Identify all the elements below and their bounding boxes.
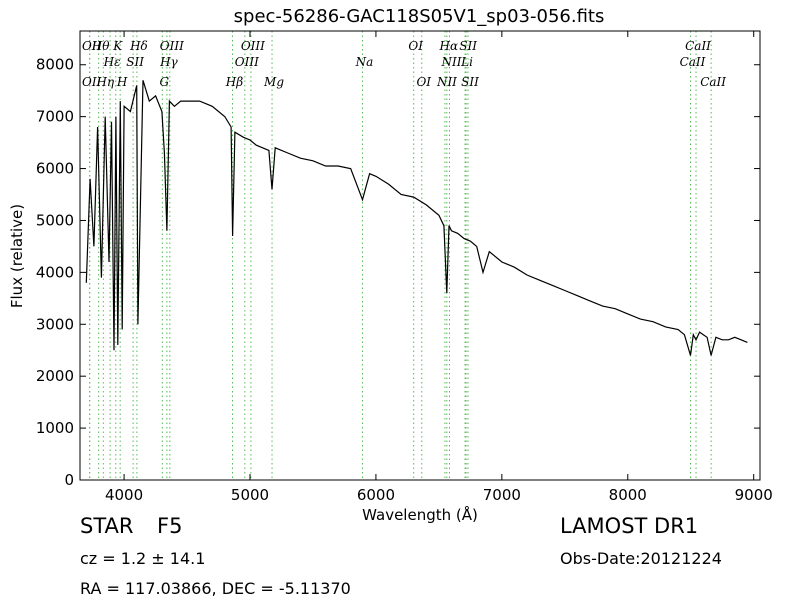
line-label-8: Hδ [129, 39, 148, 53]
x-tick-label-0: 4000 [105, 486, 143, 504]
line-label-13: OIII [235, 55, 259, 69]
y-axis-ticks: 0 1000 2000 3000 4000 5000 6000 7000 8000 [36, 56, 760, 489]
line-label-20: SII [459, 39, 477, 53]
x-tick-label-1: 5000 [231, 486, 269, 504]
subclass-label: F5 [157, 514, 183, 538]
line-label-27: CaII [700, 75, 726, 89]
line-label-24: SII [461, 75, 479, 89]
line-label-26: CaII [680, 55, 706, 69]
line-label-3: Hη [95, 75, 114, 89]
line-label-17: OI [408, 39, 423, 53]
coordinates-label: RA = 117.03866, DEC = -5.11370 [80, 579, 351, 598]
line-label-7: H [116, 75, 128, 89]
line-label-4: Hε [103, 55, 121, 69]
x-tick-label-2: 6000 [357, 486, 395, 504]
obs-date-label: Obs-Date:20121224 [560, 549, 722, 568]
line-label-15: Mg [263, 75, 284, 89]
y-tick-label-2: 2000 [36, 367, 74, 385]
y-tick-label-3: 3000 [36, 315, 74, 333]
line-label-0: Hθ [91, 39, 110, 53]
line-label-2: OII [82, 75, 102, 89]
x-axis-title: Wavelength (Å) [362, 505, 478, 524]
line-markers [89, 31, 712, 480]
line-label-1: OII [82, 39, 102, 53]
y-tick-label-0: 0 [64, 471, 74, 489]
line-label-22: Li [460, 55, 473, 69]
line-label-10: Hγ [159, 55, 178, 69]
survey-label: LAMOST DR1 [560, 514, 699, 538]
spectrum-line [85, 80, 748, 356]
spectrum-series [85, 80, 748, 356]
line-label-23: NII [436, 75, 457, 89]
object-class-label: STAR [80, 514, 134, 538]
redshift-label: cz = 1.2 ± 14.1 [80, 549, 206, 568]
line-label-16: Na [355, 55, 374, 69]
line-label-14: Hβ [225, 75, 243, 89]
y-axis-title: Flux (relative) [8, 204, 26, 308]
line-label-9: OIII [160, 39, 184, 53]
y-tick-label-7: 7000 [36, 108, 74, 126]
line-label-18: OI [416, 75, 431, 89]
x-tick-label-3: 7000 [483, 486, 521, 504]
y-tick-label-8: 8000 [36, 56, 74, 74]
x-tick-label-4: 8000 [609, 486, 647, 504]
line-label-12: OIII [241, 39, 265, 53]
line-label-19: Hα [439, 39, 459, 53]
chart-title: spec-56286-GAC118S05V1_sp03-056.fits [234, 6, 605, 27]
line-label-21: NII [440, 55, 461, 69]
line-label-11: G [160, 75, 170, 89]
line-label-5: K [112, 39, 123, 53]
x-axis-ticks: 4000 5000 6000 7000 8000 9000 [105, 31, 773, 504]
y-tick-label-5: 5000 [36, 211, 74, 229]
y-tick-label-4: 4000 [36, 263, 74, 281]
x-tick-label-5: 9000 [735, 486, 773, 504]
line-label-6: SII [126, 55, 144, 69]
y-tick-label-6: 6000 [36, 160, 74, 178]
line-label-25: CaII [685, 39, 711, 53]
y-tick-label-1: 1000 [36, 419, 74, 437]
plot-frame [79, 30, 761, 481]
